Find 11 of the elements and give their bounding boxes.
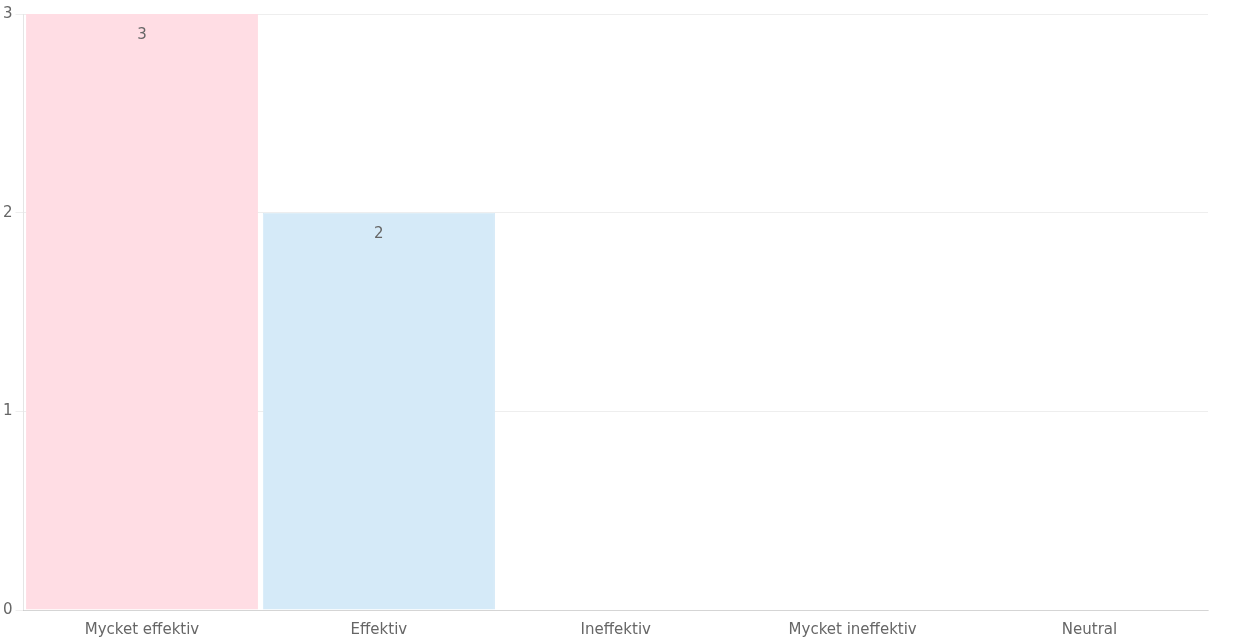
x-tick-label: Mycket effektiv: [84, 619, 200, 638]
x-tick-label: Ineffektiv: [580, 619, 652, 638]
x-tick-label: Effektiv: [350, 619, 408, 638]
data-label: 2: [374, 224, 384, 243]
x-tick-label: Mycket ineffektiv: [788, 619, 917, 638]
x-tick-label: Neutral: [1061, 619, 1118, 638]
data-label: 3: [137, 25, 147, 44]
y-tick-label: 1: [3, 401, 13, 420]
y-tick-label: 3: [3, 3, 13, 22]
y-tick-label: 0: [3, 599, 13, 618]
y-tick-label: 2: [3, 202, 13, 221]
